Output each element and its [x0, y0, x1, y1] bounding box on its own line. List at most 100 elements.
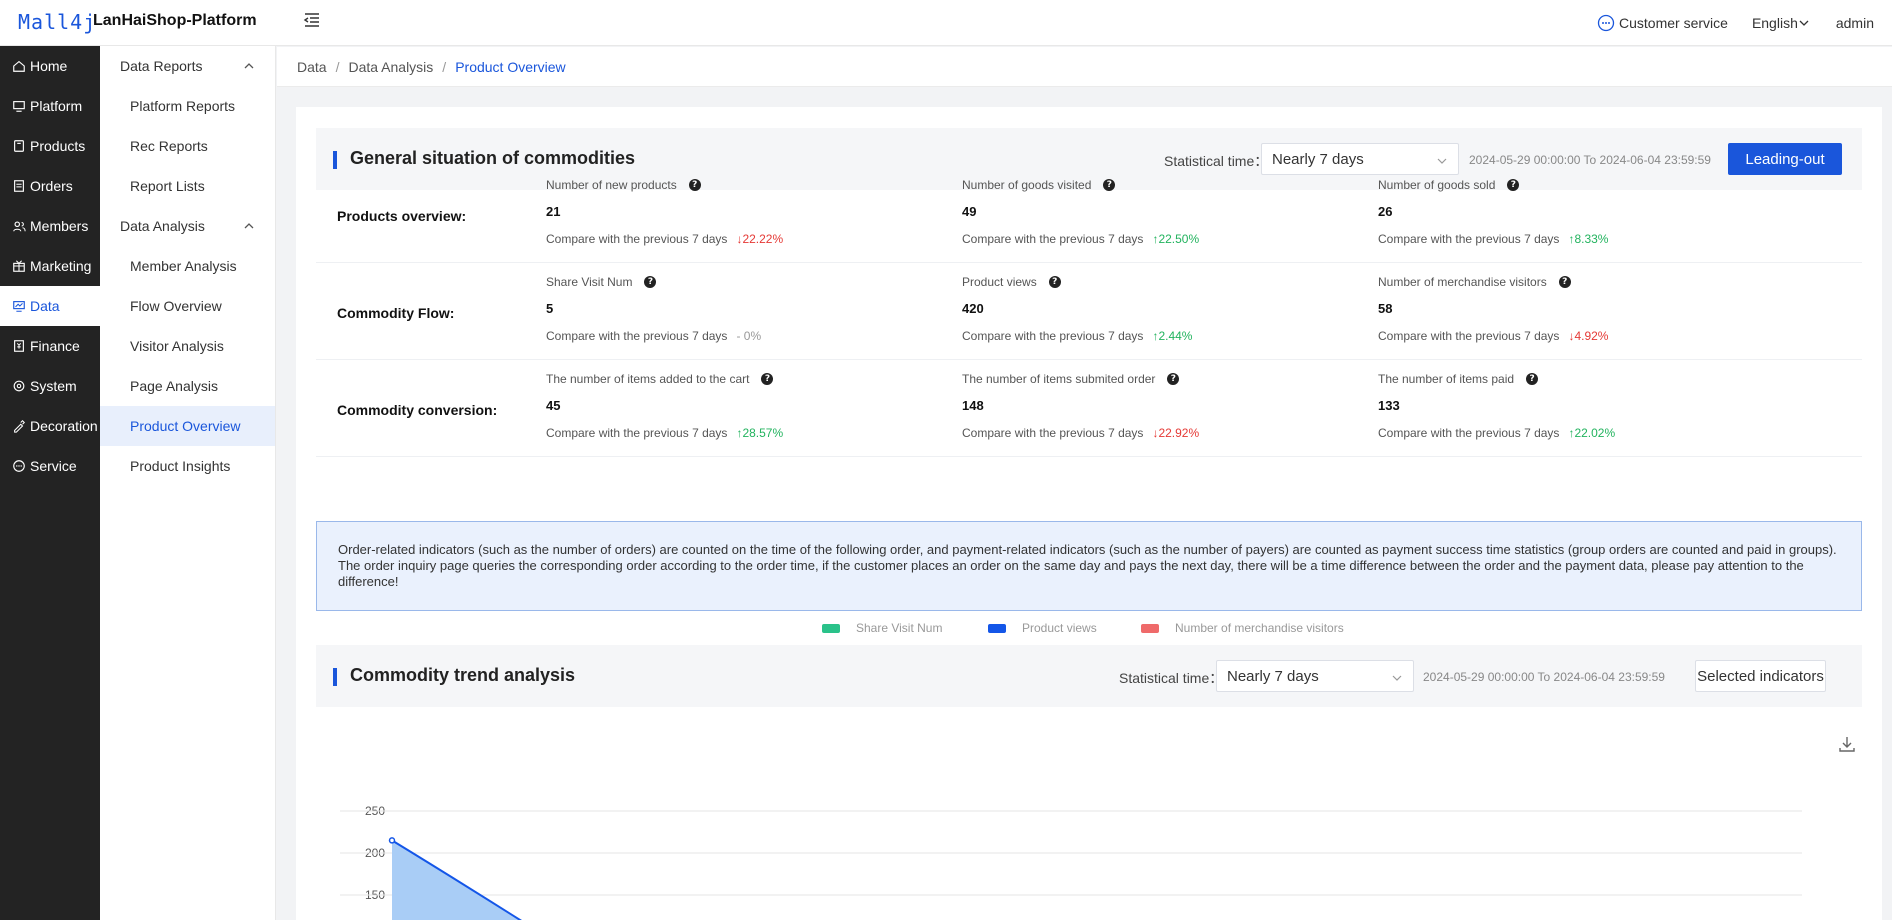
delta-badge: ↓4.92% — [1568, 329, 1608, 343]
submenu-item-product-overview[interactable]: Product Overview — [100, 406, 275, 446]
nav-item-products[interactable]: Products — [0, 126, 100, 166]
legend-label: Number of merchandise visitors — [1175, 621, 1344, 635]
metric-value: 45 — [546, 398, 561, 413]
metric-title: The number of items added to the cart — [546, 372, 750, 386]
delta-value: - 0% — [736, 329, 762, 343]
chevron-up-icon — [244, 63, 254, 69]
language-select[interactable]: English — [1752, 15, 1810, 31]
nav-item-decoration[interactable]: Decoration — [0, 406, 100, 446]
nav-item-members[interactable]: Members — [0, 206, 100, 246]
data-point[interactable] — [388, 837, 396, 844]
nav-item-marketing[interactable]: Marketing — [0, 246, 100, 286]
menu-collapse-icon[interactable] — [302, 10, 322, 30]
date-range: 2024-05-29 00:00:00 To 2024-06-04 23:59:… — [1423, 670, 1665, 684]
period-select[interactable]: Nearly 7 days — [1216, 660, 1414, 692]
legend-item-product-views[interactable]: Product views — [988, 621, 1097, 635]
metric-value: 58 — [1378, 301, 1393, 316]
download-icon[interactable] — [1838, 735, 1856, 753]
metric-compare: Compare with the previous 7 days ↓22.92% — [962, 426, 1199, 440]
arrow-down-icon: ↓ — [1152, 426, 1159, 440]
help-icon[interactable]: ? — [688, 179, 701, 191]
nav-item-label: Service — [30, 458, 77, 474]
submenu-item-visitor-analysis[interactable]: Visitor Analysis — [130, 338, 224, 354]
row-label: Products overview: — [337, 208, 467, 224]
help-icon[interactable]: ? — [644, 276, 657, 288]
metric-card: Number of merchandise visitors? 58 Compare… — [1378, 263, 1718, 360]
help-icon[interactable]: ? — [1103, 179, 1116, 191]
help-icon[interactable]: ? — [1526, 373, 1539, 385]
nav-item-data[interactable]: Data — [0, 286, 100, 326]
chat-bubble-icon — [1597, 14, 1615, 32]
metric-card: Number of goods visited? 49 Compare with t… — [962, 166, 1302, 263]
metric-card: Product views? 420 Compare with the previo… — [962, 263, 1302, 360]
submenu-item-page-analysis[interactable]: Page Analysis — [130, 378, 218, 394]
chart-legend: Share Visit Num Product views Number of … — [0, 621, 1892, 641]
finance-icon — [14, 340, 24, 352]
submenu-group-data-analysis[interactable]: Data Analysis — [100, 206, 275, 246]
period-select[interactable]: Nearly 7 days — [1261, 143, 1459, 175]
legend-item-merchandise-visitors[interactable]: Number of merchandise visitors — [1141, 621, 1344, 635]
sub-menu: Data Reports Platform Reports Rec Report… — [100, 46, 276, 920]
nav-item-system[interactable]: System — [0, 366, 100, 406]
series-line-product-views — [391, 839, 522, 920]
submenu-group-data-reports[interactable]: Data Reports — [100, 46, 275, 86]
metric-card: The number of items submited order? 148 Co… — [962, 360, 1302, 457]
legend-swatch — [988, 623, 1006, 633]
nav-item-orders[interactable]: Orders — [0, 166, 100, 206]
legend-swatch — [1141, 623, 1159, 633]
nav-item-home[interactable]: Home — [0, 46, 100, 86]
submenu-item-flow-overview[interactable]: Flow Overview — [130, 298, 222, 314]
home-icon — [13, 60, 25, 72]
submenu-item-member-analysis[interactable]: Member Analysis — [130, 258, 237, 274]
overview-row: Commodity Flow: Share Visit Num? 5 Compare … — [316, 263, 1862, 360]
submenu-item-product-insights[interactable]: Product Insights — [130, 458, 231, 474]
export-button[interactable]: Leading-out — [1728, 143, 1842, 175]
submenu-item-platform-reports[interactable]: Platform Reports — [130, 98, 236, 114]
nav-item-platform[interactable]: Platform — [0, 86, 100, 126]
metric-card: Number of goods sold? 26 Compare with the … — [1378, 166, 1718, 263]
help-icon[interactable]: ? — [1167, 373, 1180, 385]
delta-value: 4.92% — [1574, 329, 1609, 343]
breadcrumb-item-data-analysis[interactable]: Data Analysis — [348, 58, 434, 75]
submenu-item-rec-reports[interactable]: Rec Reports — [130, 138, 208, 154]
user-menu[interactable]: admin — [1835, 15, 1874, 31]
orders-icon — [14, 180, 24, 192]
metric-card: The number of items added to the cart? 45… — [546, 360, 886, 457]
series-area-product-views — [392, 840, 585, 920]
selected-indicators-button[interactable]: Selected indicators — [1695, 660, 1826, 692]
metric-title-wrap: Number of merchandise visitors? — [1378, 275, 1571, 289]
metric-title: Number of goods sold — [1378, 178, 1496, 192]
statistical-time-label: Statistical time： — [1164, 153, 1269, 169]
compare-label: Compare with the previous 7 days — [962, 232, 1144, 246]
gear-icon — [13, 380, 25, 392]
metric-title: Product views — [962, 275, 1037, 289]
legend-item-share-visit-num[interactable]: Share Visit Num — [822, 621, 942, 635]
help-icon[interactable]: ? — [1048, 276, 1061, 288]
metric-title-wrap: The number of items submited order? — [962, 372, 1180, 386]
metric-card: Share Visit Num? 5 Compare with the previo… — [546, 263, 886, 360]
main-nav: Home Platform Products Orders Members Marketi… — [0, 46, 100, 920]
metric-compare: Compare with the previous 7 days ↑22.50% — [962, 232, 1199, 246]
compare-label: Compare with the previous 7 days — [546, 232, 728, 246]
metric-card: The number of items paid? 133 Compare with… — [1378, 360, 1718, 457]
customer-service-button[interactable]: Customer service — [1597, 14, 1728, 32]
chevron-up-icon — [244, 223, 254, 229]
metric-title-wrap: The number of items paid? — [1378, 372, 1539, 386]
period-select-value: Nearly 7 days — [1227, 667, 1319, 685]
nav-item-service[interactable]: Service — [0, 446, 100, 486]
help-icon[interactable]: ? — [1558, 276, 1571, 288]
delta-badge: ↑8.33% — [1568, 232, 1608, 246]
delta-badge: ↑28.57% — [736, 426, 783, 440]
logo[interactable]: Mall4j — [18, 10, 97, 34]
help-icon[interactable]: ? — [761, 373, 774, 385]
metric-title-wrap: Product views? — [962, 275, 1061, 289]
nav-item-label: Decoration — [30, 418, 98, 434]
submenu-item-report-lists[interactable]: Report Lists — [130, 178, 205, 194]
compare-label: Compare with the previous 7 days — [1378, 232, 1560, 246]
breadcrumb-item-data[interactable]: Data — [297, 58, 327, 75]
data-icon — [13, 301, 25, 312]
help-icon[interactable]: ? — [1507, 179, 1520, 191]
nav-item-label: Home — [30, 58, 68, 74]
nav-item-finance[interactable]: Finance — [0, 326, 100, 366]
chat-icon — [13, 460, 25, 472]
